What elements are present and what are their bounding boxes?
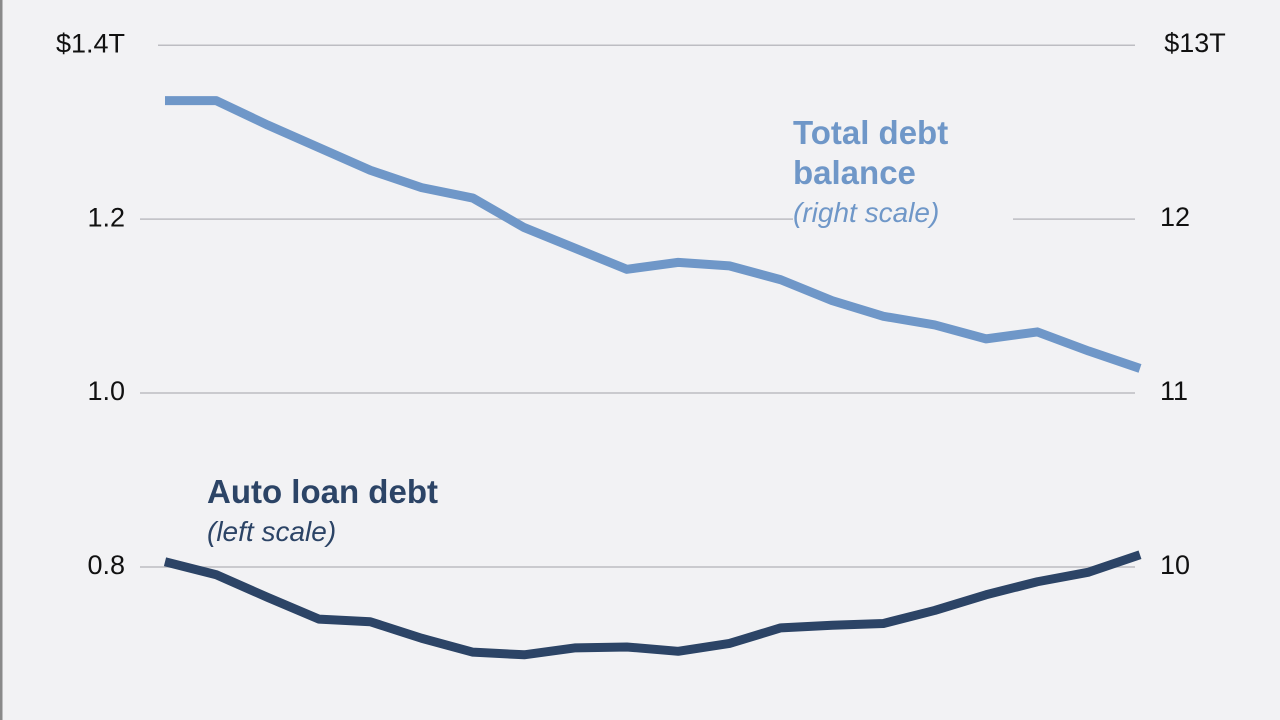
y2-tick-label: 12	[1160, 202, 1190, 232]
y-tick-label: 1.2	[87, 202, 125, 232]
y-tick-label: 1.0	[87, 376, 125, 406]
auto-loan-annotation: Auto loan debt (left scale)	[207, 472, 537, 552]
scale-note: (right scale)	[793, 197, 940, 228]
y2-tick-label: 11	[1160, 376, 1188, 406]
scale-note: (left scale)	[207, 516, 337, 547]
series-line	[165, 96, 1142, 373]
y-tick-label: $1.4T	[56, 28, 125, 58]
y2-tick-label: $13T	[1164, 28, 1226, 58]
total-debt-annotation: Total debt balance (right scale)	[793, 113, 1013, 233]
series-label: Total debt balance	[793, 114, 949, 191]
y-tick-label: 0.8	[87, 550, 125, 580]
grid	[140, 44, 1135, 568]
series-label: Auto loan debt	[207, 473, 438, 510]
series-line	[163, 550, 1142, 660]
y2-tick-label: 10	[1160, 550, 1190, 580]
